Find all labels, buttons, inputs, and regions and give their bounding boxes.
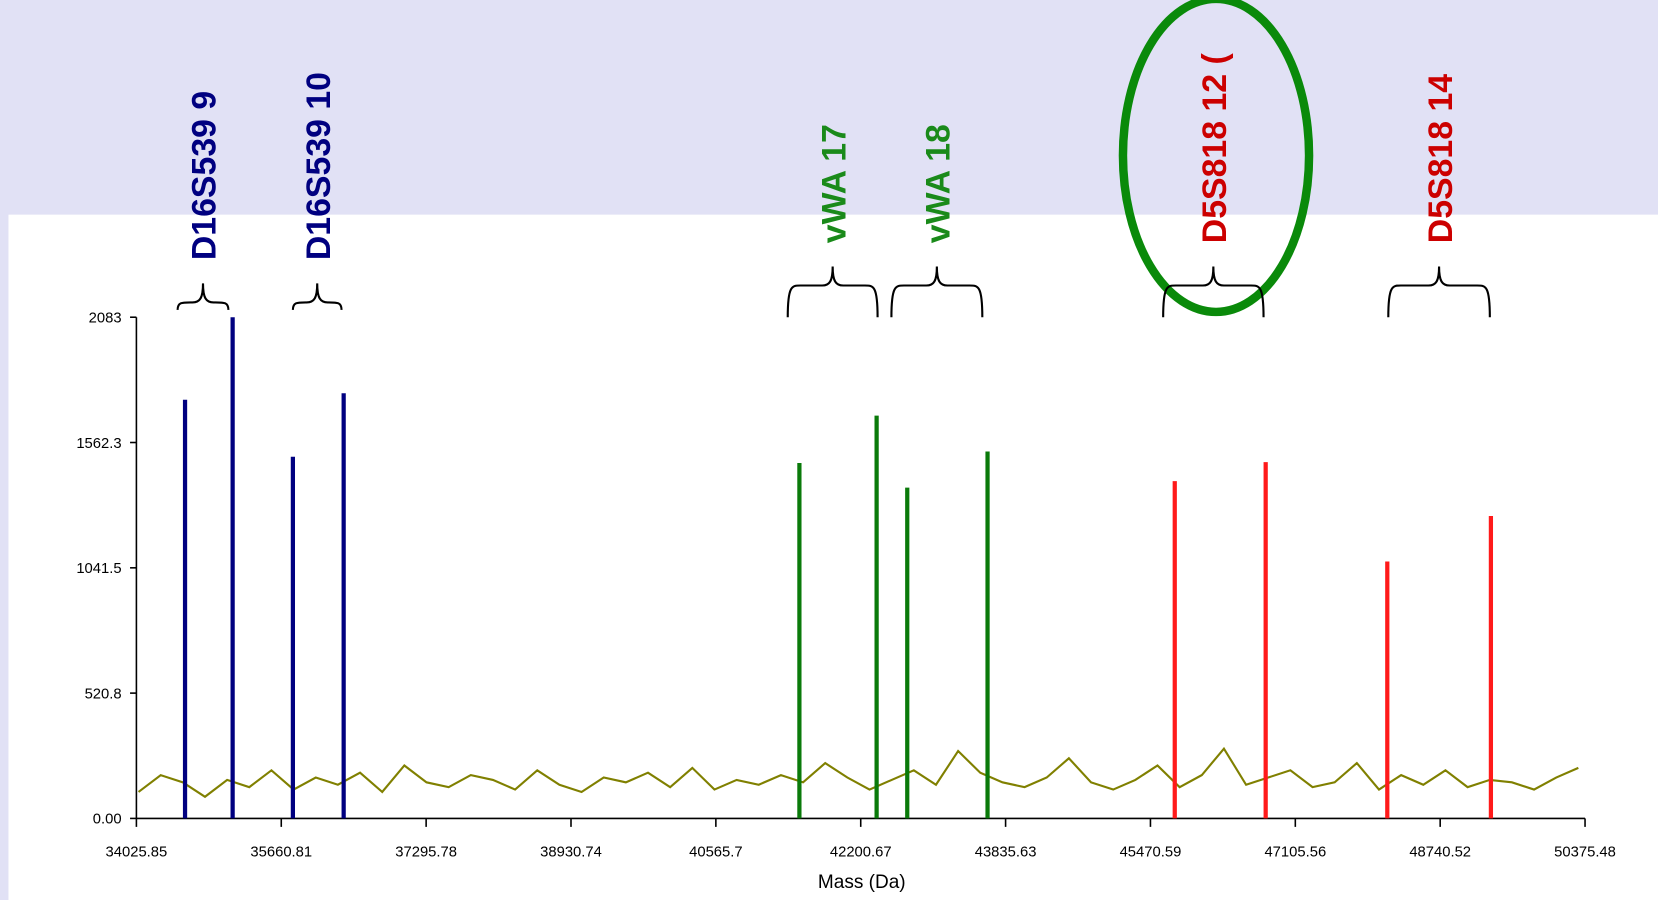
peak-label: D5S818 12 ( (1196, 53, 1234, 244)
peak-label: vWA 18 (920, 124, 958, 243)
x-tick-label: 42200.67 (830, 844, 892, 860)
y-tick-label: 520.8 (85, 686, 122, 702)
y-tick-label: 1562.3 (76, 436, 121, 452)
y-tick-label: 1041.5 (76, 561, 121, 577)
x-axis-label: Mass (Da) (818, 872, 906, 893)
x-tick-label: 38930.74 (540, 844, 602, 860)
x-tick-label: 34025.85 (106, 844, 168, 860)
peak-label: vWA 17 (815, 124, 853, 243)
noise-line (137, 746, 1579, 799)
x-tick-label: 45470.59 (1120, 844, 1182, 860)
brace (176, 283, 230, 310)
peak-label: D5S818 14 (1422, 74, 1460, 243)
x-tick-label: 37295.78 (395, 844, 457, 860)
peak-label: D16S539 9 (186, 91, 224, 260)
y-tick-label: 0.00 (93, 812, 122, 828)
x-tick-label: 40565.7 (689, 844, 743, 860)
y-tick-label: 2083 (89, 311, 122, 327)
x-tick-label: 48740.52 (1409, 844, 1471, 860)
peak-label: D16S539 10 (300, 72, 338, 260)
x-tick-label: 50375.48 (1554, 844, 1616, 860)
plot-background (8, 214, 1658, 900)
highlight-ellipse (1118, 0, 1314, 317)
x-tick-label: 47105.56 (1264, 844, 1326, 860)
plot-root: Mass (Da) 0.00 520.8 1041.5 1562.3 2083 34025… (8, 0, 1658, 900)
x-tick-label: 35660.81 (250, 844, 312, 860)
x-tick-label: 43835.63 (975, 844, 1037, 860)
brace (291, 283, 343, 310)
